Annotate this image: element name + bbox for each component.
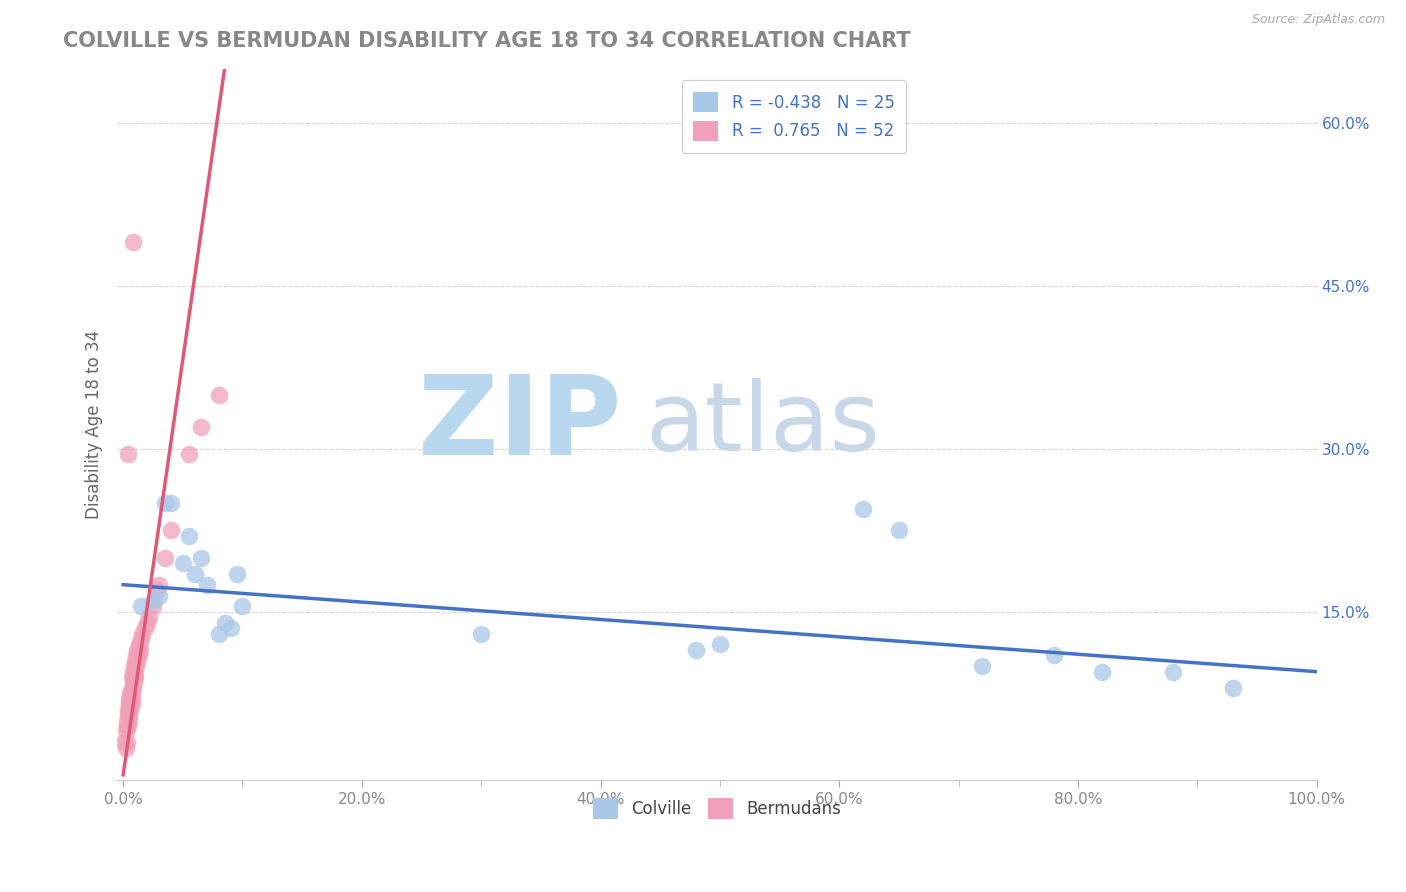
Point	[124, 670, 146, 684]
Point	[148, 589, 170, 603]
Point	[127, 643, 149, 657]
Point	[214, 615, 236, 630]
Text: atlas: atlas	[645, 378, 880, 471]
Point	[118, 691, 141, 706]
Point	[153, 496, 176, 510]
Text: COLVILLE VS BERMUDAN DISABILITY AGE 18 TO 34 CORRELATION CHART: COLVILLE VS BERMUDAN DISABILITY AGE 18 T…	[63, 31, 911, 51]
Point	[470, 626, 492, 640]
Point	[117, 447, 139, 461]
Point	[709, 637, 731, 651]
Point	[120, 703, 142, 717]
Point	[685, 643, 707, 657]
Point	[184, 566, 207, 581]
Point	[121, 665, 143, 679]
Point	[121, 697, 143, 711]
Point	[219, 621, 242, 635]
Text: ZIP: ZIP	[418, 371, 621, 478]
Y-axis label: Disability Age 18 to 34: Disability Age 18 to 34	[86, 330, 103, 519]
Point	[128, 637, 150, 651]
Point	[1091, 665, 1114, 679]
Point	[121, 691, 143, 706]
Point	[231, 599, 253, 614]
Point	[115, 714, 138, 728]
Point	[177, 447, 200, 461]
Point	[117, 703, 139, 717]
Point	[122, 675, 145, 690]
Point	[128, 648, 150, 663]
Point	[148, 577, 170, 591]
Point	[972, 659, 994, 673]
Point	[138, 610, 160, 624]
Point	[207, 387, 229, 401]
Point	[118, 697, 141, 711]
Point	[122, 670, 145, 684]
Point	[114, 724, 136, 739]
Point	[1222, 681, 1244, 695]
Point	[112, 735, 135, 749]
Point	[852, 501, 875, 516]
Point	[134, 621, 156, 635]
Point	[114, 740, 136, 755]
Point	[129, 632, 152, 646]
Point	[122, 659, 145, 673]
Point	[172, 556, 194, 570]
Point	[120, 691, 142, 706]
Point	[207, 626, 229, 640]
Point	[118, 714, 141, 728]
Point	[127, 654, 149, 668]
Point	[195, 577, 218, 591]
Point	[125, 659, 148, 673]
Point	[225, 566, 247, 581]
Point	[121, 686, 143, 700]
Point	[124, 654, 146, 668]
Point	[1043, 648, 1066, 663]
Point	[145, 583, 167, 598]
Point	[1163, 665, 1185, 679]
Point	[190, 550, 212, 565]
Point	[190, 420, 212, 434]
Point	[142, 594, 165, 608]
Point	[115, 719, 138, 733]
Point	[124, 665, 146, 679]
Point	[121, 670, 143, 684]
Point	[121, 670, 143, 684]
Point	[121, 235, 143, 250]
Point	[118, 708, 141, 723]
Point	[136, 615, 159, 630]
Point	[120, 686, 142, 700]
Point	[121, 681, 143, 695]
Point	[129, 599, 152, 614]
Point	[128, 643, 150, 657]
Legend: Colville, Bermudans: Colville, Bermudans	[586, 792, 848, 825]
Point	[160, 524, 183, 538]
Point	[177, 529, 200, 543]
Point	[887, 524, 910, 538]
Point	[142, 599, 165, 614]
Point	[153, 550, 176, 565]
Point	[115, 735, 138, 749]
Text: Source: ZipAtlas.com: Source: ZipAtlas.com	[1251, 13, 1385, 27]
Point	[120, 697, 142, 711]
Point	[125, 648, 148, 663]
Point	[117, 708, 139, 723]
Point	[160, 496, 183, 510]
Point	[117, 719, 139, 733]
Point	[121, 681, 143, 695]
Point	[118, 703, 141, 717]
Point	[131, 626, 153, 640]
